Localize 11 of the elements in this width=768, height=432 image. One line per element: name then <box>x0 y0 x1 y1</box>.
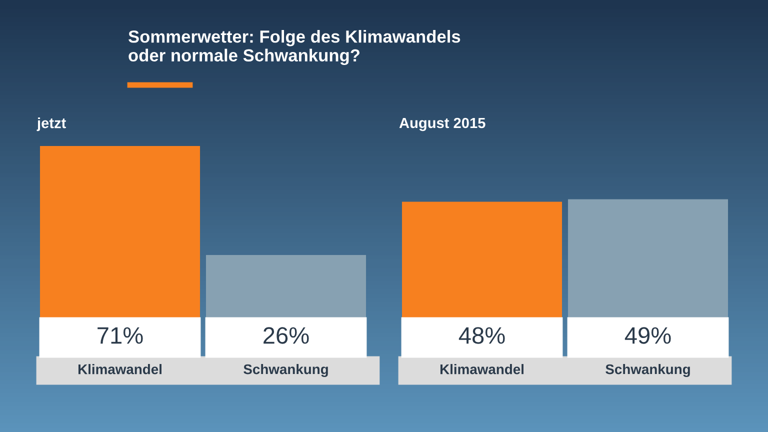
chart-title: jetzt <box>36 118 66 132</box>
data-label: 48% <box>458 327 505 344</box>
x-tick-label: Klimawandel <box>78 364 162 374</box>
text: Sommerwetter: Folge des Klimawandels oder normale Schwankung? <box>128 30 460 66</box>
x-tick-label: Schwankung <box>244 364 328 378</box>
x-tick-label: Klimawandel <box>440 364 524 374</box>
x-tick-label: Schwankung <box>606 364 690 378</box>
data-label: 49% <box>624 327 671 344</box>
data-label: 26% <box>264 327 309 344</box>
data-label: 71% <box>98 327 143 344</box>
chart-title: August 2015 <box>399 118 486 132</box>
